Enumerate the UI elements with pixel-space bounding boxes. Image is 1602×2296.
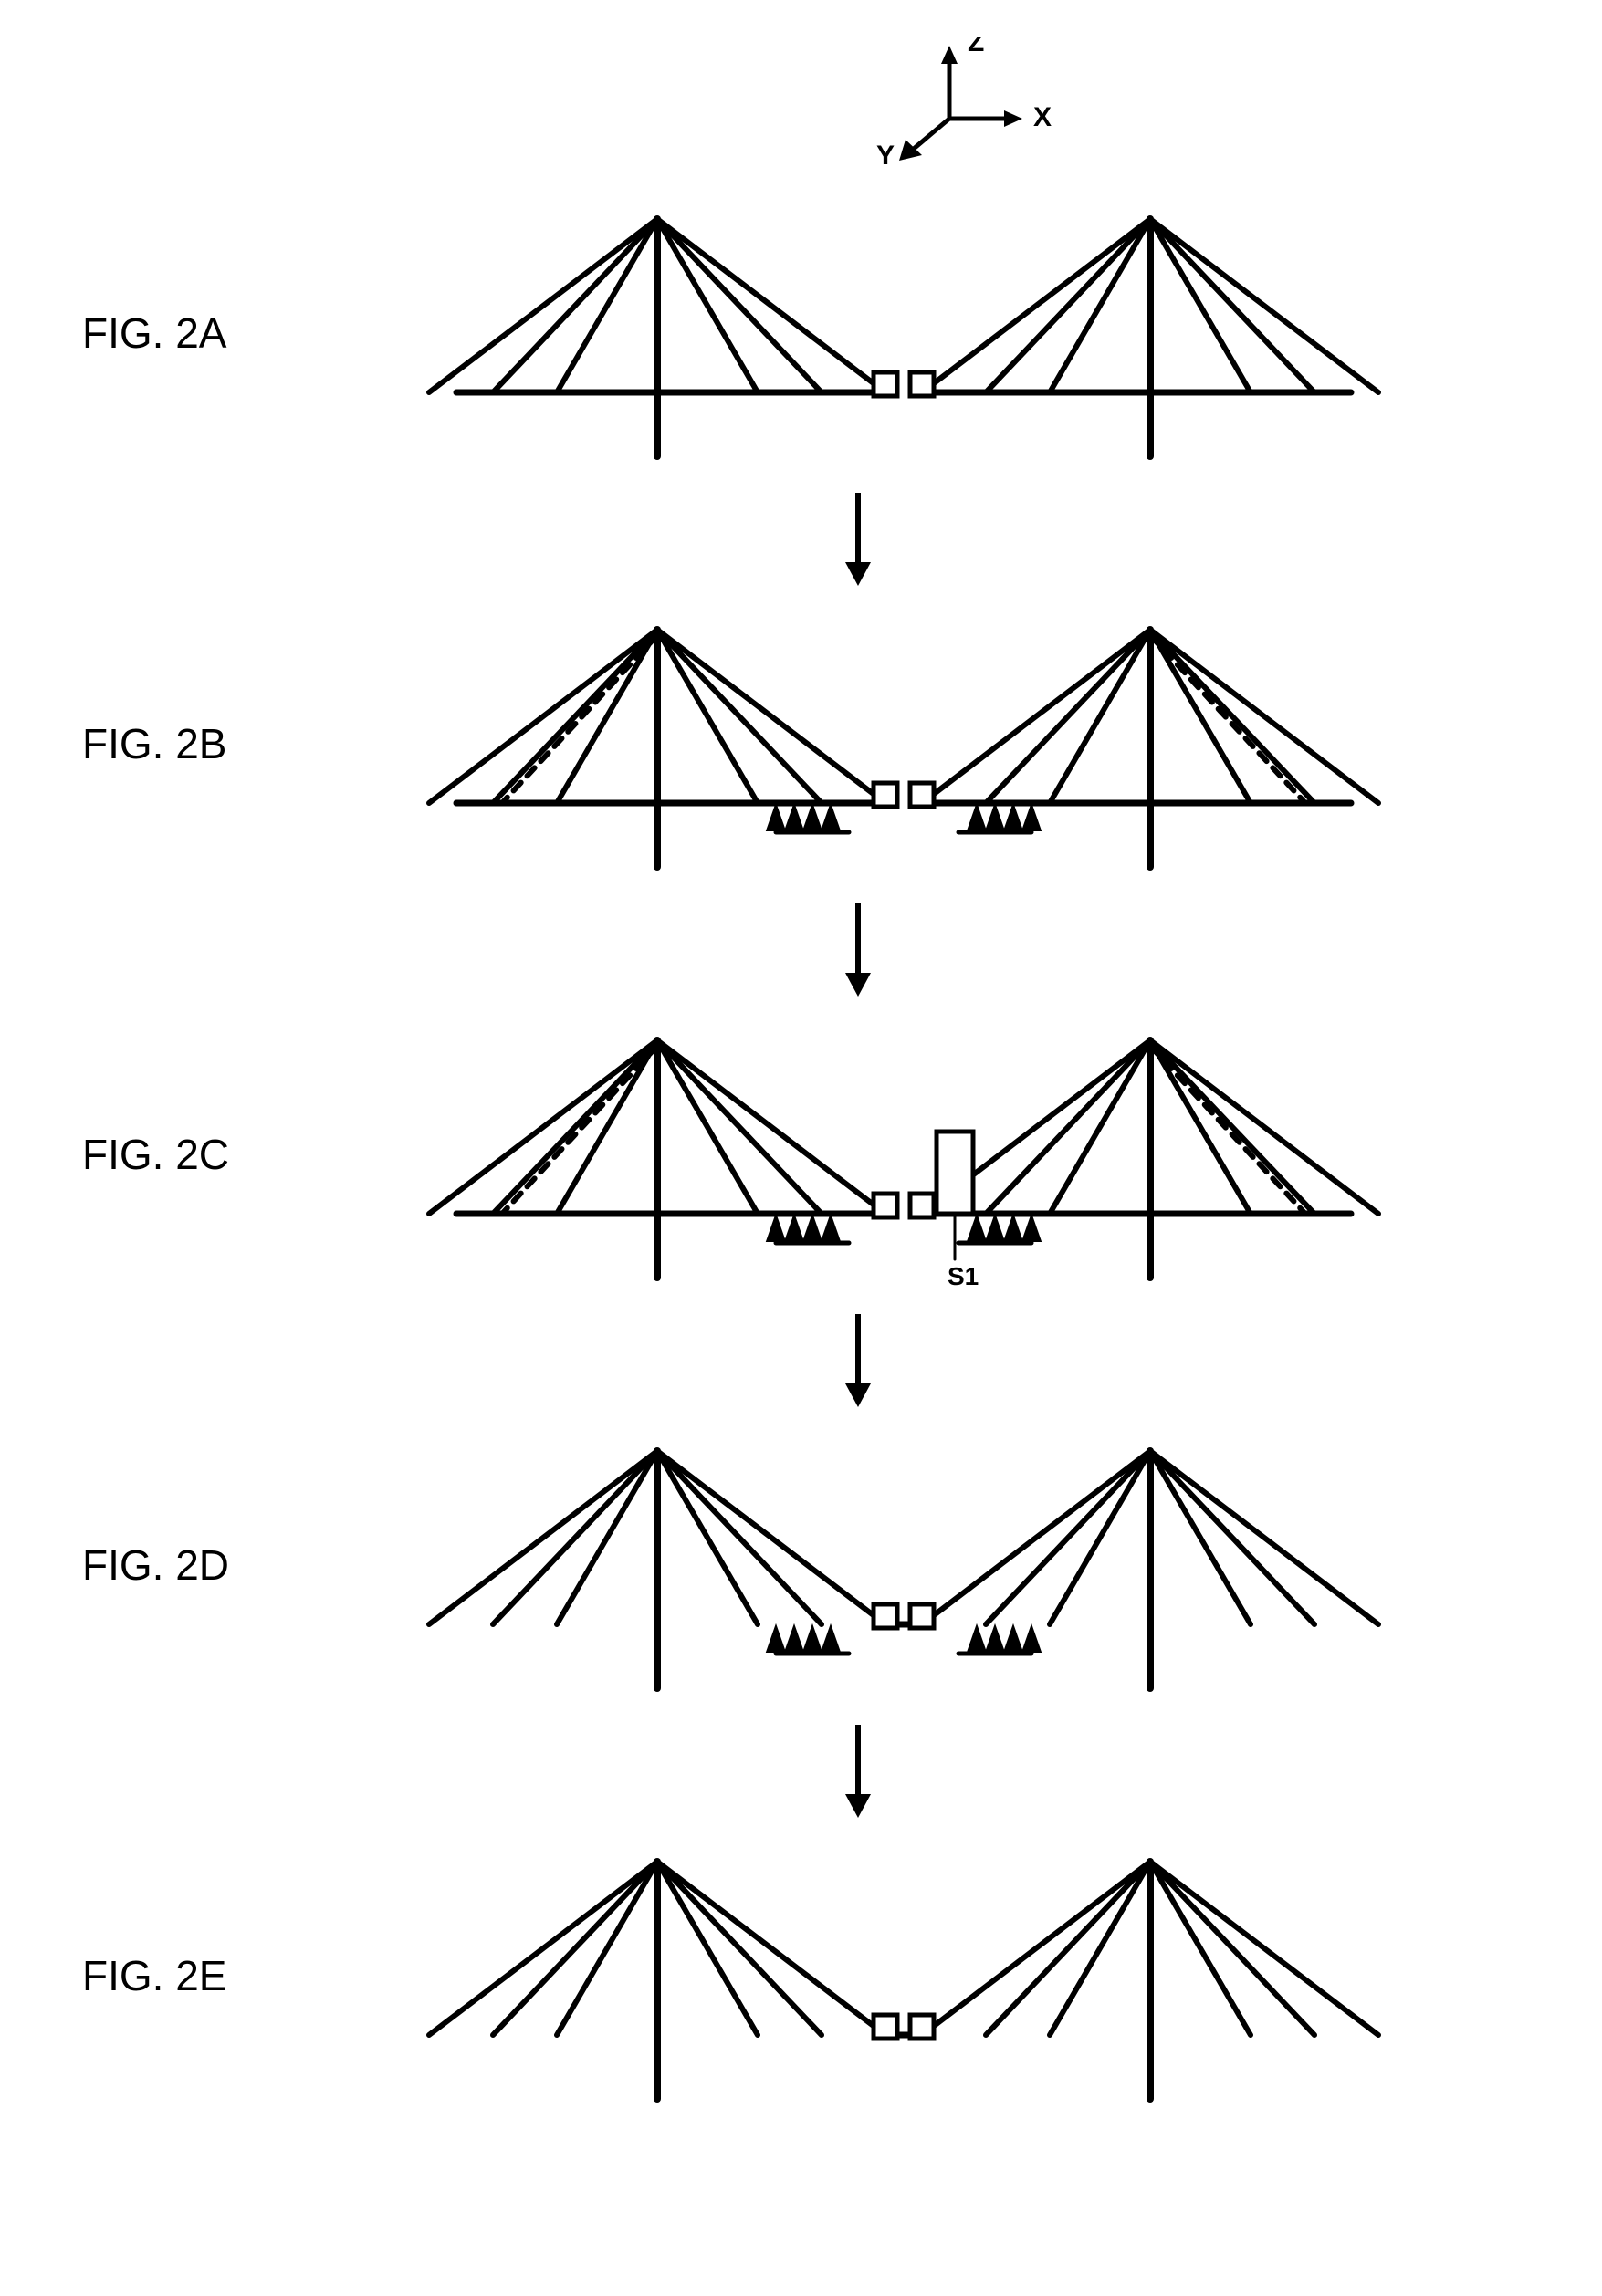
figure-row-2A: FIG. 2A xyxy=(37,183,1565,484)
figure-row-2E: FIG. 2E xyxy=(37,1825,1565,2126)
axis-x-label: X xyxy=(1033,102,1052,132)
bridge-2B xyxy=(383,593,1424,894)
arrow-row xyxy=(37,484,1565,593)
figure-label: FIG. 2C xyxy=(37,1130,383,1179)
down-arrow-icon xyxy=(822,1305,895,1414)
axes-svg: Z X Y xyxy=(383,37,1424,183)
axis-z-label: Z xyxy=(968,37,984,57)
figure-label: FIG. 2E xyxy=(37,1951,383,2000)
figure-svg-wrap xyxy=(383,1414,1424,1716)
down-arrow-icon xyxy=(822,894,895,1004)
arrow-row xyxy=(37,1716,1565,1825)
figure-svg-wrap: S1 xyxy=(383,1004,1424,1305)
figure-label: FIG. 2A xyxy=(37,308,383,358)
axes-row: Z X Y xyxy=(37,37,1565,183)
figure-row-2D: FIG. 2D xyxy=(37,1414,1565,1716)
arrow-row xyxy=(37,894,1565,1004)
bridge-2D xyxy=(383,1414,1424,1716)
figure-svg-wrap xyxy=(383,593,1424,894)
bridge-2A xyxy=(383,183,1424,484)
down-arrow-icon xyxy=(822,484,895,593)
down-arrow-icon xyxy=(822,1716,895,1825)
axes-wrap: Z X Y xyxy=(383,37,1424,183)
figure-row-2C: FIG. 2C S1 xyxy=(37,1004,1565,1305)
bridge-2E xyxy=(383,1825,1424,2126)
figure-svg-wrap xyxy=(383,1825,1424,2126)
figure-label: FIG. 2B xyxy=(37,719,383,768)
page: Z X Y FIG. 2A FIG. 2B FIG. 2C S1 FIG. 2D… xyxy=(37,37,1565,2126)
figure-label: FIG. 2D xyxy=(37,1540,383,1590)
bridge-2C: S1 xyxy=(383,1004,1424,1305)
figures-container: FIG. 2A FIG. 2B FIG. 2C S1 FIG. 2D FIG. … xyxy=(37,183,1565,2126)
figure-svg-wrap xyxy=(383,183,1424,484)
axis-y-label: Y xyxy=(876,141,895,171)
arrow-row xyxy=(37,1305,1565,1414)
figure-row-2B: FIG. 2B xyxy=(37,593,1565,894)
svg-text:S1: S1 xyxy=(948,1262,979,1290)
